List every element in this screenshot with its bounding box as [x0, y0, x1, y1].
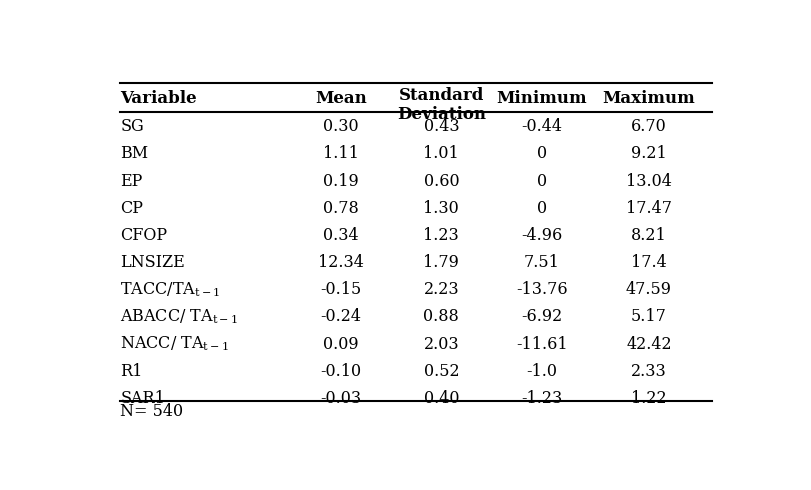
Text: -1.0: -1.0: [526, 363, 557, 380]
Text: 1.30: 1.30: [423, 200, 459, 217]
Text: -11.61: -11.61: [516, 336, 567, 352]
Text: 7.51: 7.51: [523, 254, 560, 271]
Text: 0: 0: [536, 200, 547, 217]
Text: -4.96: -4.96: [521, 227, 562, 244]
Text: SAR1: SAR1: [120, 390, 165, 407]
Text: 17.4: 17.4: [630, 254, 666, 271]
Text: 47.59: 47.59: [625, 281, 672, 298]
Text: 12.34: 12.34: [317, 254, 363, 271]
Text: -6.92: -6.92: [521, 308, 562, 325]
Text: -0.03: -0.03: [320, 390, 361, 407]
Text: 2.33: 2.33: [630, 363, 666, 380]
Text: N= 540: N= 540: [120, 403, 183, 420]
Text: CP: CP: [120, 200, 144, 217]
Text: TACC/TA$_{\mathregular{t-1}}$: TACC/TA$_{\mathregular{t-1}}$: [120, 280, 221, 299]
Text: ABACC/ TA$_{\mathregular{t-1}}$: ABACC/ TA$_{\mathregular{t-1}}$: [120, 308, 238, 326]
Text: R1: R1: [120, 363, 143, 380]
Text: Deviation: Deviation: [397, 105, 485, 122]
Text: 0.09: 0.09: [323, 336, 358, 352]
Text: 0.43: 0.43: [423, 118, 458, 135]
Text: SG: SG: [120, 118, 144, 135]
Text: Minimum: Minimum: [496, 90, 586, 106]
Text: 0.60: 0.60: [423, 172, 458, 190]
Text: 0.52: 0.52: [423, 363, 458, 380]
Text: Maximum: Maximum: [602, 90, 694, 106]
Text: 1.23: 1.23: [423, 227, 459, 244]
Text: Variable: Variable: [120, 90, 197, 106]
Text: -0.15: -0.15: [320, 281, 361, 298]
Text: 6.70: 6.70: [630, 118, 666, 135]
Text: 0.40: 0.40: [423, 390, 458, 407]
Text: 2.03: 2.03: [423, 336, 458, 352]
Text: 8.21: 8.21: [630, 227, 666, 244]
Text: 0: 0: [536, 172, 547, 190]
Text: -0.44: -0.44: [521, 118, 562, 135]
Text: 0.78: 0.78: [322, 200, 358, 217]
Text: -1.23: -1.23: [521, 390, 562, 407]
Text: 17.47: 17.47: [625, 200, 672, 217]
Text: NACC/ TA$_{\mathregular{t-1}}$: NACC/ TA$_{\mathregular{t-1}}$: [120, 335, 229, 353]
Text: 9.21: 9.21: [630, 146, 666, 162]
Text: 0.19: 0.19: [322, 172, 358, 190]
Text: 0.34: 0.34: [323, 227, 358, 244]
Text: 5.17: 5.17: [630, 308, 666, 325]
Text: 0.30: 0.30: [323, 118, 358, 135]
Text: CFOP: CFOP: [120, 227, 167, 244]
Text: 0: 0: [536, 146, 547, 162]
Text: 0.88: 0.88: [423, 308, 459, 325]
Text: Mean: Mean: [315, 90, 366, 106]
Text: 1.01: 1.01: [423, 146, 459, 162]
Text: 1.11: 1.11: [322, 146, 358, 162]
Text: BM: BM: [120, 146, 148, 162]
Text: EP: EP: [120, 172, 143, 190]
Text: -0.24: -0.24: [320, 308, 361, 325]
Text: 2.23: 2.23: [423, 281, 458, 298]
Text: 1.22: 1.22: [630, 390, 666, 407]
Text: 13.04: 13.04: [625, 172, 671, 190]
Text: 42.42: 42.42: [625, 336, 671, 352]
Text: 1.79: 1.79: [423, 254, 459, 271]
Text: -13.76: -13.76: [516, 281, 567, 298]
Text: LNSIZE: LNSIZE: [120, 254, 185, 271]
Text: -0.10: -0.10: [320, 363, 361, 380]
Text: Standard: Standard: [398, 88, 483, 104]
